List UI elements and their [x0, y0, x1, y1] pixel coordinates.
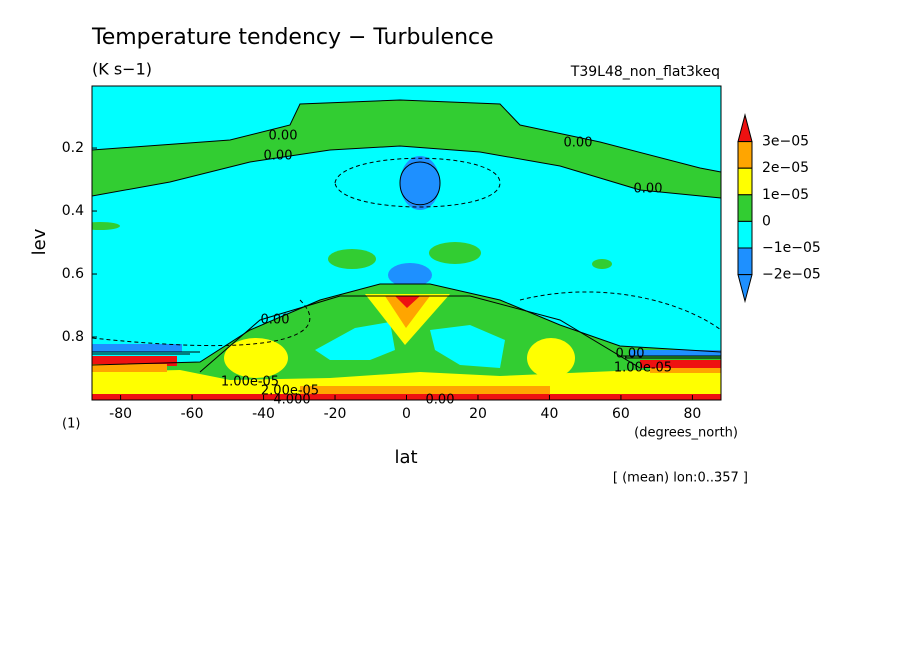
- colorbar-segment: [737, 274, 753, 304]
- contour-region: [430, 325, 505, 368]
- contour-line: [92, 99, 721, 173]
- colorbar-label: 2e−05: [762, 160, 809, 176]
- contour-region: [385, 296, 430, 328]
- contour-label: 1.00e-05: [614, 361, 672, 376]
- contour-label: 0.00: [616, 347, 645, 362]
- contour-line: [334, 157, 501, 208]
- y-axis-label: lev: [29, 228, 50, 255]
- note: [ (mean) lon:0..357 ]: [613, 471, 748, 486]
- y-tick-label: 0.6: [62, 266, 84, 282]
- y-unit: (1): [62, 417, 80, 432]
- contour-label: 0.00: [564, 136, 593, 151]
- x-tick-label: -20: [324, 406, 347, 422]
- colorbar-segment: [737, 220, 753, 249]
- colorbar-label: −2e−05: [762, 267, 821, 283]
- contour-region: [630, 350, 721, 356]
- contour-line: [199, 295, 641, 373]
- contour-region: [92, 370, 721, 394]
- x-tick-label: -40: [252, 406, 275, 422]
- contour-region: [92, 100, 721, 198]
- contour-region: [92, 222, 120, 230]
- contour-line: [92, 145, 721, 199]
- contour-region: [224, 338, 288, 378]
- colorbar-segment: [737, 194, 753, 222]
- contour-region: [300, 386, 550, 394]
- x-tick-label: -80: [109, 406, 132, 422]
- colorbar-segment: [737, 167, 753, 196]
- x-tick-label: -60: [181, 406, 204, 422]
- colorbar-segment: [737, 113, 753, 143]
- contour-region: [429, 242, 481, 264]
- contour-field: [92, 86, 721, 400]
- colorbar-segment: [737, 141, 753, 169]
- contour-region: [328, 249, 376, 269]
- contour-label: 0.00: [426, 393, 455, 408]
- contour-label: 1.00e-05: [221, 375, 279, 390]
- contour-line: [92, 299, 311, 347]
- y-tick-label: 0.4: [62, 203, 84, 219]
- contour-region: [650, 368, 721, 373]
- contour-label: 0.00: [261, 313, 290, 328]
- y-tick-label: 0.8: [62, 329, 84, 345]
- contour-label: 0.00: [264, 149, 293, 164]
- colorbar-label: −1e−05: [762, 240, 821, 256]
- contour-region: [388, 263, 432, 287]
- contour-label: 4.000: [273, 393, 310, 408]
- contour-region: [315, 322, 395, 360]
- contour-line: [399, 161, 441, 206]
- contour-region: [400, 156, 440, 210]
- contour-line: [92, 353, 721, 359]
- chart-title: Temperature tendency − Turbulence: [91, 25, 494, 50]
- chart-subtitle: (K s−1): [92, 60, 152, 79]
- colorbar-label: 1e−05: [762, 187, 809, 203]
- contour-region: [592, 259, 612, 269]
- contour-line: [519, 291, 721, 331]
- x-tick-label: 80: [683, 406, 701, 422]
- colorbar-label: 3e−05: [762, 134, 809, 150]
- x-tick-label: 20: [469, 406, 487, 422]
- contour-line: [92, 283, 721, 366]
- y-tick-label: 0.2: [62, 140, 84, 156]
- contour-region: [92, 364, 167, 372]
- contour-region: [92, 356, 177, 366]
- contour-region: [527, 338, 575, 378]
- contour-region: [395, 296, 420, 308]
- contour-line: [92, 351, 721, 357]
- x-tick-label: 0: [402, 406, 411, 422]
- x-tick-label: 60: [612, 406, 630, 422]
- x-unit: (degrees_north): [634, 426, 738, 441]
- contour-label: 0.00: [269, 129, 298, 144]
- x-axis-label: lat: [394, 447, 417, 468]
- run-name: T39L48_non_flat3keq: [570, 64, 720, 80]
- colorbar-label: 0: [762, 213, 771, 229]
- contour-label: 2.00e-05: [261, 384, 319, 399]
- contour-region: [640, 360, 721, 368]
- x-tick-label: 40: [541, 406, 559, 422]
- contour-region: [92, 344, 182, 352]
- contour-label: 0.00: [634, 182, 663, 197]
- colorbar-segment: [737, 247, 753, 276]
